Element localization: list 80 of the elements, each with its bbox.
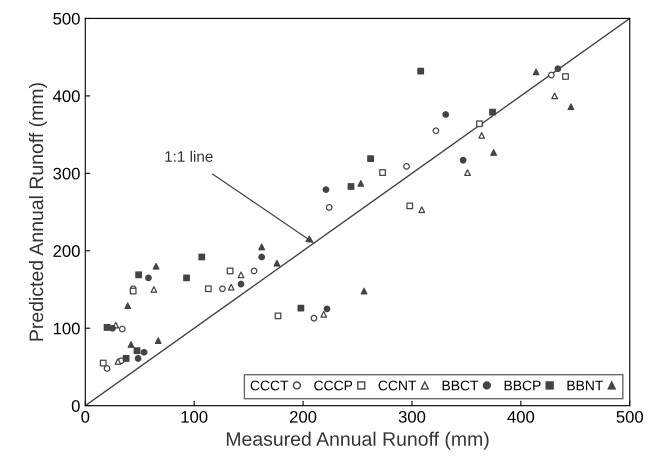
x-tick-label: 100 bbox=[182, 410, 208, 423]
point bbox=[134, 347, 140, 354]
point bbox=[562, 73, 569, 80]
point bbox=[320, 310, 328, 318]
point bbox=[219, 285, 226, 292]
point bbox=[228, 284, 235, 291]
point bbox=[478, 132, 486, 139]
point bbox=[360, 288, 368, 294]
point bbox=[250, 268, 258, 274]
point bbox=[326, 204, 333, 211]
point bbox=[226, 268, 234, 274]
point bbox=[324, 305, 330, 312]
point bbox=[104, 324, 110, 331]
point bbox=[417, 68, 424, 75]
point bbox=[432, 127, 440, 134]
legend-label: BBNT bbox=[567, 380, 604, 390]
point bbox=[490, 149, 498, 156]
point bbox=[348, 183, 354, 190]
x-tick-label: 200 bbox=[290, 410, 316, 423]
point bbox=[460, 156, 467, 164]
x-tick-label: 0 bbox=[81, 410, 90, 423]
point bbox=[100, 360, 107, 366]
point bbox=[297, 304, 304, 312]
point bbox=[406, 202, 414, 210]
point bbox=[258, 244, 266, 250]
point bbox=[258, 254, 266, 260]
point bbox=[134, 355, 142, 362]
point bbox=[150, 286, 158, 293]
y-tick-label: 400 bbox=[52, 90, 80, 102]
point bbox=[274, 260, 280, 267]
legend-label: CCNT bbox=[378, 380, 416, 390]
point bbox=[204, 285, 212, 292]
legend-label: CCCT bbox=[250, 380, 288, 390]
point bbox=[442, 111, 450, 118]
point bbox=[464, 169, 471, 176]
point bbox=[140, 348, 148, 356]
point bbox=[152, 262, 160, 270]
point bbox=[122, 355, 130, 362]
point bbox=[554, 65, 562, 72]
x-tick-label: 400 bbox=[507, 410, 534, 423]
point bbox=[418, 206, 426, 214]
y-tick-label: 300 bbox=[53, 168, 80, 180]
point bbox=[154, 337, 162, 344]
point bbox=[568, 103, 574, 110]
point bbox=[379, 169, 386, 176]
point bbox=[145, 274, 152, 282]
y-tick-label: 0 bbox=[72, 400, 80, 412]
point bbox=[183, 274, 190, 282]
annotation: 1:1 line bbox=[165, 150, 213, 162]
point bbox=[135, 271, 142, 278]
point bbox=[310, 314, 318, 322]
y-axis-title: Predicted Annual Runoff (mm) bbox=[28, 83, 48, 341]
legend-label: CCCP bbox=[314, 380, 352, 390]
x-axis-title: Measured Annual Runoff (mm) bbox=[226, 432, 489, 450]
point bbox=[403, 162, 410, 170]
y-tick-label: 500 bbox=[53, 12, 80, 25]
legend-label: BBCT bbox=[442, 380, 478, 390]
point bbox=[548, 72, 555, 78]
point bbox=[322, 186, 330, 194]
x-tick-label: 300 bbox=[398, 410, 426, 423]
legend-label: BBCP bbox=[504, 380, 541, 390]
point bbox=[198, 254, 206, 260]
point bbox=[114, 358, 122, 365]
point bbox=[367, 155, 374, 162]
point bbox=[274, 312, 282, 320]
y-tick-label: 200 bbox=[53, 245, 80, 257]
x-tick-label: 500 bbox=[616, 410, 644, 423]
point bbox=[124, 302, 132, 310]
y-tick-label: 100 bbox=[54, 322, 80, 334]
point bbox=[238, 280, 244, 288]
point bbox=[551, 92, 558, 100]
point bbox=[476, 120, 483, 128]
point bbox=[118, 326, 126, 332]
point bbox=[104, 365, 110, 372]
point bbox=[489, 108, 496, 116]
point bbox=[130, 288, 137, 294]
point bbox=[357, 180, 364, 187]
point bbox=[128, 341, 134, 348]
point bbox=[238, 271, 244, 278]
point bbox=[532, 68, 540, 76]
